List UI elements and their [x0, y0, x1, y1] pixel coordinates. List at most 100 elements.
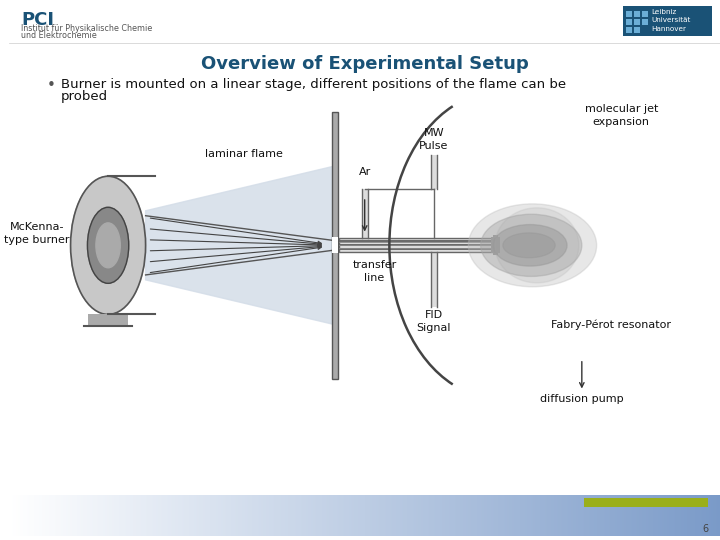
Bar — [308, 495, 310, 536]
Bar — [332, 495, 333, 536]
Bar — [554, 495, 555, 536]
Bar — [90, 495, 91, 536]
Bar — [506, 495, 507, 536]
Bar — [423, 495, 424, 536]
Bar — [558, 495, 559, 536]
Bar — [345, 495, 346, 536]
Bar — [68, 495, 70, 536]
Bar — [712, 495, 713, 536]
Bar — [365, 495, 366, 536]
Bar — [431, 495, 432, 536]
Bar — [84, 495, 86, 536]
Bar — [393, 495, 395, 536]
Bar — [102, 495, 103, 536]
Bar — [631, 495, 632, 536]
Bar — [537, 495, 539, 536]
Bar — [304, 495, 305, 536]
Bar — [96, 495, 97, 536]
Bar — [589, 495, 590, 536]
Bar — [424, 495, 425, 536]
Bar — [223, 495, 225, 536]
Bar — [27, 495, 28, 536]
Bar — [650, 495, 651, 536]
Bar — [103, 495, 104, 536]
Bar — [113, 495, 114, 536]
Text: Fabry-Pérot resonator: Fabry-Pérot resonator — [552, 319, 672, 330]
Bar — [254, 495, 255, 536]
Bar — [14, 495, 15, 536]
Bar — [476, 495, 477, 536]
Bar — [719, 495, 720, 536]
Bar — [353, 495, 354, 536]
Bar — [347, 495, 348, 536]
Bar — [26, 495, 27, 536]
Bar — [675, 495, 677, 536]
Bar — [385, 495, 387, 536]
Bar — [106, 495, 107, 536]
Bar — [492, 495, 493, 536]
Bar — [332, 112, 338, 379]
Text: transfer
line: transfer line — [352, 260, 397, 282]
Bar — [279, 495, 280, 536]
Bar — [457, 495, 459, 536]
Bar — [359, 495, 360, 536]
Bar — [332, 238, 338, 253]
Bar — [624, 495, 625, 536]
Bar — [634, 495, 635, 536]
Bar — [587, 495, 588, 536]
Bar — [111, 495, 112, 536]
Bar — [98, 495, 99, 536]
Bar — [180, 495, 181, 536]
Bar — [193, 495, 194, 536]
Bar — [509, 495, 510, 536]
Bar — [169, 495, 170, 536]
Bar — [247, 495, 248, 536]
Bar — [86, 495, 87, 536]
Text: Burner is mounted on a linear stage, different positions of the flame can be: Burner is mounted on a linear stage, dif… — [60, 78, 566, 91]
Bar — [52, 495, 53, 536]
Bar — [112, 495, 113, 536]
Bar — [507, 495, 508, 536]
Bar — [175, 495, 176, 536]
Bar — [127, 495, 128, 536]
Bar — [339, 239, 493, 252]
Ellipse shape — [481, 214, 582, 276]
Bar — [17, 495, 18, 536]
Bar — [137, 495, 138, 536]
Bar — [578, 495, 579, 536]
Bar — [407, 495, 408, 536]
Bar — [499, 495, 500, 536]
Bar — [350, 495, 351, 536]
Bar — [682, 495, 683, 536]
Bar — [441, 495, 443, 536]
Bar — [553, 495, 554, 536]
Bar — [648, 495, 649, 536]
Bar — [403, 495, 404, 536]
Bar — [156, 495, 158, 536]
Polygon shape — [495, 208, 579, 283]
Bar — [414, 495, 415, 536]
Bar — [207, 495, 208, 536]
Bar — [211, 495, 212, 536]
Bar — [576, 495, 577, 536]
Bar — [491, 495, 492, 536]
Bar — [560, 495, 561, 536]
Bar — [405, 495, 406, 536]
Bar — [107, 495, 108, 536]
Text: laminar flame: laminar flame — [205, 150, 283, 159]
Bar — [662, 495, 664, 536]
Bar — [63, 495, 65, 536]
Bar — [300, 495, 302, 536]
Bar — [91, 495, 92, 536]
Bar — [281, 495, 282, 536]
Bar — [299, 495, 300, 536]
Bar — [53, 495, 54, 536]
Bar — [380, 495, 382, 536]
Bar — [481, 495, 482, 536]
Bar — [270, 495, 271, 536]
Bar — [584, 495, 585, 536]
Bar — [313, 495, 315, 536]
Bar — [163, 495, 164, 536]
Bar — [273, 495, 274, 536]
Bar — [704, 495, 705, 536]
